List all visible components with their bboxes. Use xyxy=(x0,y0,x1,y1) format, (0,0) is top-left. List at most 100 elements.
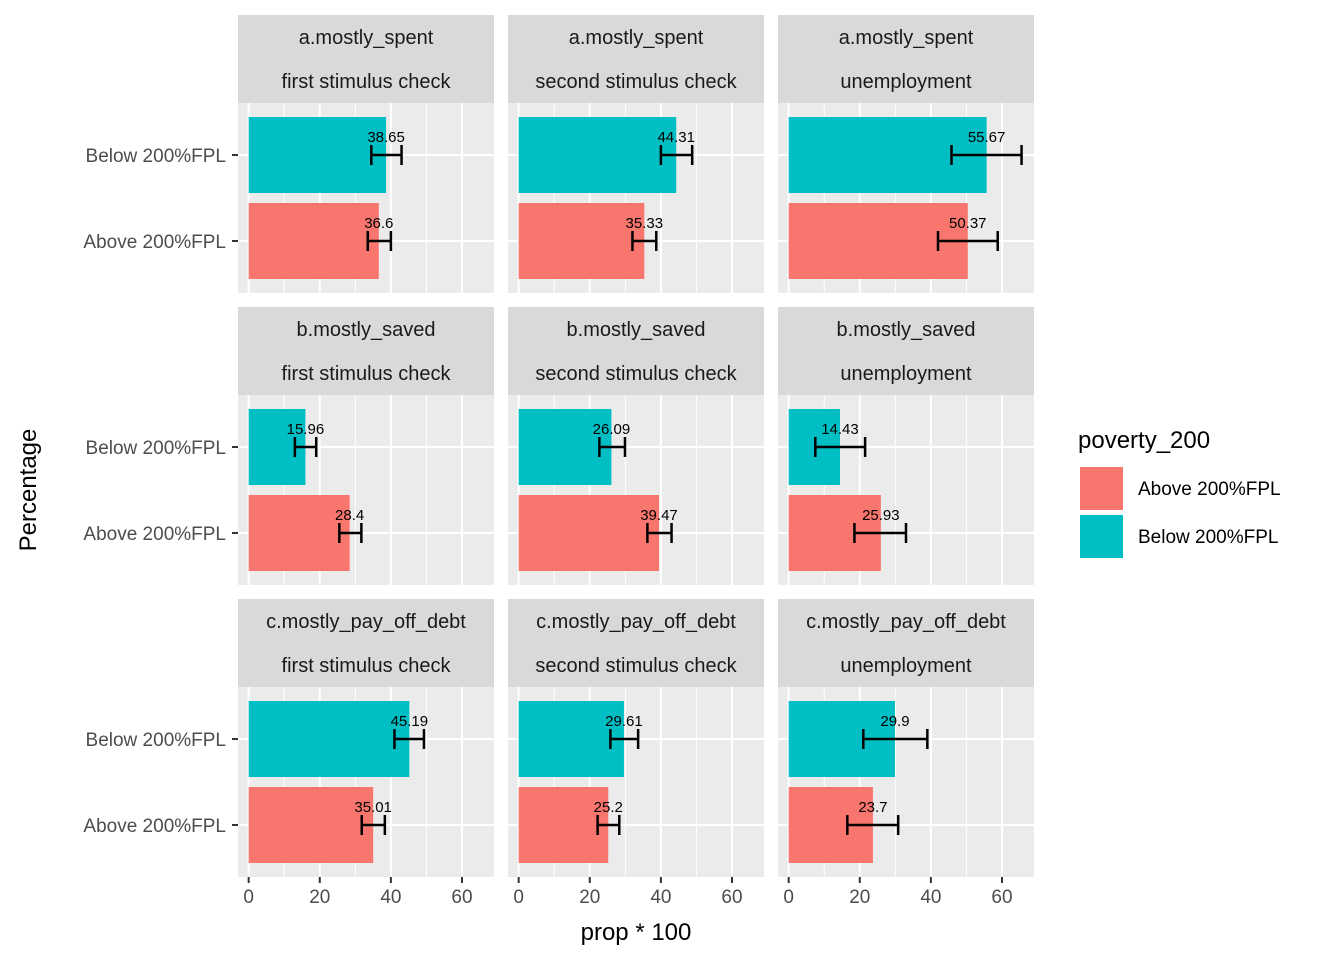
strip-row-label: a.mostly_spent xyxy=(299,27,434,49)
x-tick-label: 60 xyxy=(721,887,742,908)
data-label: 44.31 xyxy=(657,129,695,146)
x-tick-label: 40 xyxy=(380,887,401,908)
strip-col-bg xyxy=(508,643,764,687)
strip-col-bg xyxy=(238,59,494,103)
bar xyxy=(248,203,379,279)
y-tick-label: Below 200%FPL xyxy=(86,730,226,751)
y-tick-label: Above 200%FPL xyxy=(83,816,226,837)
data-label: 35.01 xyxy=(354,799,392,816)
data-label: 50.37 xyxy=(949,215,987,232)
y-tick-label: Above 200%FPL xyxy=(83,524,226,545)
x-tick-label: 0 xyxy=(783,887,794,908)
strip-row-label: c.mostly_pay_off_debt xyxy=(536,611,736,633)
strip-row-bg xyxy=(778,15,1034,59)
legend-label: Below 200%FPL xyxy=(1138,527,1278,548)
x-tick-label: 40 xyxy=(650,887,671,908)
x-tick-label: 20 xyxy=(849,887,870,908)
legend-label: Above 200%FPL xyxy=(1138,479,1281,500)
x-tick-label: 20 xyxy=(579,887,600,908)
data-label: 45.19 xyxy=(391,713,429,730)
strip-row-label: b.mostly_saved xyxy=(297,319,436,341)
data-label: 25.93 xyxy=(862,507,900,524)
strip-row-label: a.mostly_spent xyxy=(569,27,704,49)
strip-col-bg xyxy=(508,59,764,103)
x-axis-title: prop * 100 xyxy=(581,919,692,946)
data-label: 35.33 xyxy=(626,215,664,232)
strip-col-label: first stimulus check xyxy=(282,655,452,677)
facet-panel: a.mostly_spent unemployment 55.67 50.37 xyxy=(778,15,1034,293)
strip-row-bg xyxy=(508,15,764,59)
x-tick-label: 60 xyxy=(991,887,1012,908)
y-tick-label: Below 200%FPL xyxy=(86,438,226,459)
legend: poverty_200 Above 200%FPL Below 200%FPL xyxy=(1078,427,1281,558)
strip-row-bg xyxy=(238,599,494,643)
strip-row-bg xyxy=(778,599,1034,643)
bar xyxy=(518,117,677,193)
strip-col-bg xyxy=(508,351,764,395)
data-label: 26.09 xyxy=(593,421,631,438)
strip-row-bg xyxy=(238,307,494,351)
data-label: 39.47 xyxy=(640,507,678,524)
bar xyxy=(518,203,645,279)
data-label: 15.96 xyxy=(287,421,325,438)
strip-col-label: first stimulus check xyxy=(282,363,452,385)
x-tick-label: 40 xyxy=(920,887,941,908)
strip-col-label: second stimulus check xyxy=(535,71,737,93)
legend-title: poverty_200 xyxy=(1078,427,1210,454)
x-tick-label: 0 xyxy=(513,887,524,908)
bar xyxy=(518,787,609,863)
data-label: 36.6 xyxy=(364,215,393,232)
x-tick-label: 20 xyxy=(309,887,330,908)
facet-panel: b.mostly_saved unemployment 14.43 25.93 xyxy=(778,307,1034,585)
strip-row-label: a.mostly_spent xyxy=(839,27,974,49)
strip-row-bg xyxy=(778,307,1034,351)
y-tick-label: Above 200%FPL xyxy=(83,232,226,253)
facet-panel: c.mostly_pay_off_debt unemployment 29.9 23.… xyxy=(778,599,1034,908)
strip-row-bg xyxy=(508,599,764,643)
bar xyxy=(518,495,660,571)
strip-col-label: unemployment xyxy=(840,363,972,385)
data-label: 29.9 xyxy=(880,713,909,730)
bar xyxy=(518,701,624,777)
bar xyxy=(248,701,410,777)
strip-row-bg xyxy=(508,307,764,351)
data-label: 55.67 xyxy=(968,129,1006,146)
strip-row-label: c.mostly_pay_off_debt xyxy=(806,611,1006,633)
data-label: 28.4 xyxy=(335,507,364,524)
strip-row-label: c.mostly_pay_off_debt xyxy=(266,611,466,633)
legend-key xyxy=(1080,467,1123,510)
strip-row-bg xyxy=(238,15,494,59)
data-label: 23.7 xyxy=(858,799,887,816)
strip-row-label: b.mostly_saved xyxy=(567,319,706,341)
strip-col-bg xyxy=(238,351,494,395)
strip-col-label: second stimulus check xyxy=(535,363,737,385)
strip-col-label: second stimulus check xyxy=(535,655,737,677)
legend-key xyxy=(1080,515,1123,558)
strip-col-bg xyxy=(778,643,1034,687)
data-label: 38.65 xyxy=(367,129,405,146)
data-label: 14.43 xyxy=(821,421,859,438)
strip-col-bg xyxy=(238,643,494,687)
bar xyxy=(248,787,374,863)
y-tick-label: Below 200%FPL xyxy=(86,146,226,167)
bar xyxy=(248,495,350,571)
data-label: 29.61 xyxy=(605,713,643,730)
bar xyxy=(518,409,612,485)
strip-col-bg xyxy=(778,351,1034,395)
strip-col-label: unemployment xyxy=(840,655,972,677)
x-tick-label: 0 xyxy=(243,887,254,908)
bar xyxy=(248,117,387,193)
strip-col-bg xyxy=(778,59,1034,103)
x-tick-label: 60 xyxy=(451,887,472,908)
strip-col-label: first stimulus check xyxy=(282,71,452,93)
strip-col-label: unemployment xyxy=(840,71,972,93)
data-label: 25.2 xyxy=(594,799,623,816)
y-axis-title: Percentage xyxy=(15,429,42,552)
strip-row-label: b.mostly_saved xyxy=(837,319,976,341)
